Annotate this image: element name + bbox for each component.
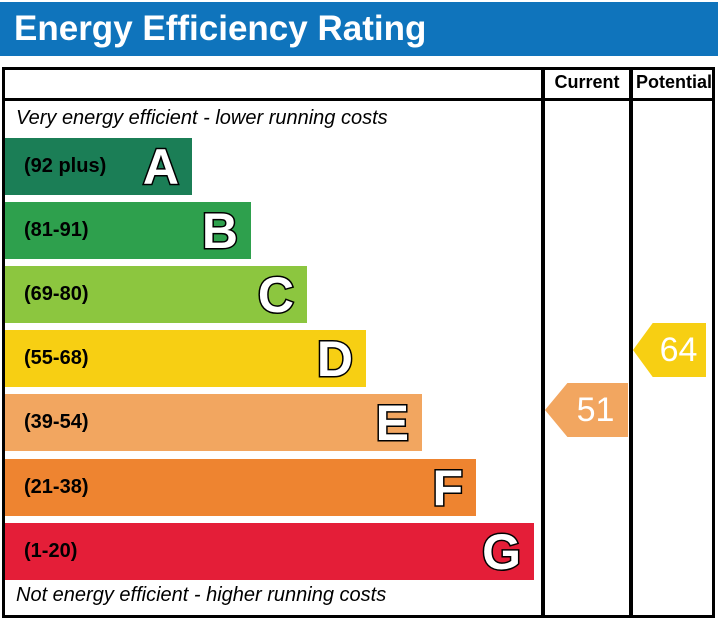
current-column-divider [541,67,545,618]
header-divider-line [2,98,715,101]
bottom-caption: Not energy efficient - higher running co… [16,584,387,606]
page-title: Energy Efficiency Rating [14,9,427,48]
band-c-letter: C [256,266,295,323]
band-d-letter: D [315,330,354,387]
band-e-letter: E [374,394,410,451]
current-column-header: Current [554,72,620,92]
potential-rating-value: 64 [659,330,698,369]
band-b: (81-91) B [5,202,251,259]
band-a-letter: A [141,138,180,195]
band-f: (21-38) F [5,459,476,516]
band-e: (39-54) E [5,394,422,451]
band-f-range: (21-38) [24,476,89,498]
band-c: (69-80) C [5,266,307,323]
band-d: (55-68) D [5,330,366,387]
title-bar: Energy Efficiency Rating [0,2,718,56]
band-b-letter: B [200,202,239,259]
band-a-range: (92 plus) [24,155,107,177]
top-caption: Very energy efficient - lower running co… [16,107,388,129]
current-rating-value: 51 [576,390,615,429]
band-f-letter: F [431,459,465,516]
band-c-range: (69-80) [24,283,89,305]
band-g-range: (1-20) [24,540,78,562]
band-b-range: (81-91) [24,219,89,241]
band-a: (92 plus) A [5,138,192,195]
band-e-range: (39-54) [24,411,89,433]
potential-column-header: Potential [635,72,712,92]
potential-column-divider [629,67,633,618]
band-g: (1-20) G [5,523,534,580]
band-d-range: (55-68) [24,347,89,369]
band-g-letter: G [481,523,523,580]
